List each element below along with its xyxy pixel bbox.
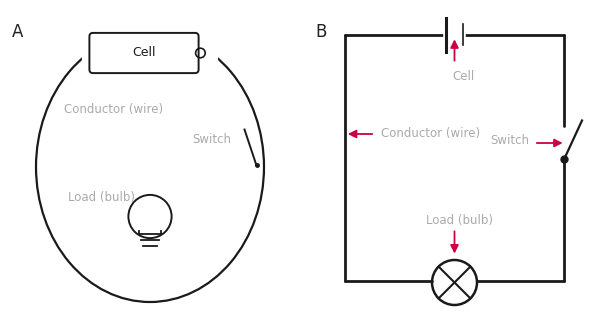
FancyBboxPatch shape	[84, 32, 216, 74]
Text: Load (bulb): Load (bulb)	[68, 191, 136, 204]
FancyBboxPatch shape	[89, 33, 199, 73]
Text: Switch: Switch	[491, 134, 530, 147]
FancyBboxPatch shape	[135, 232, 165, 254]
Text: Conductor (wire): Conductor (wire)	[381, 128, 480, 140]
Text: Load (bulb): Load (bulb)	[425, 214, 493, 227]
Text: Cell: Cell	[132, 46, 156, 60]
Text: Cell: Cell	[452, 70, 475, 82]
Text: Conductor (wire): Conductor (wire)	[64, 103, 164, 117]
Text: A: A	[12, 23, 23, 41]
Text: Switch: Switch	[192, 134, 231, 147]
Text: B: B	[315, 23, 326, 41]
